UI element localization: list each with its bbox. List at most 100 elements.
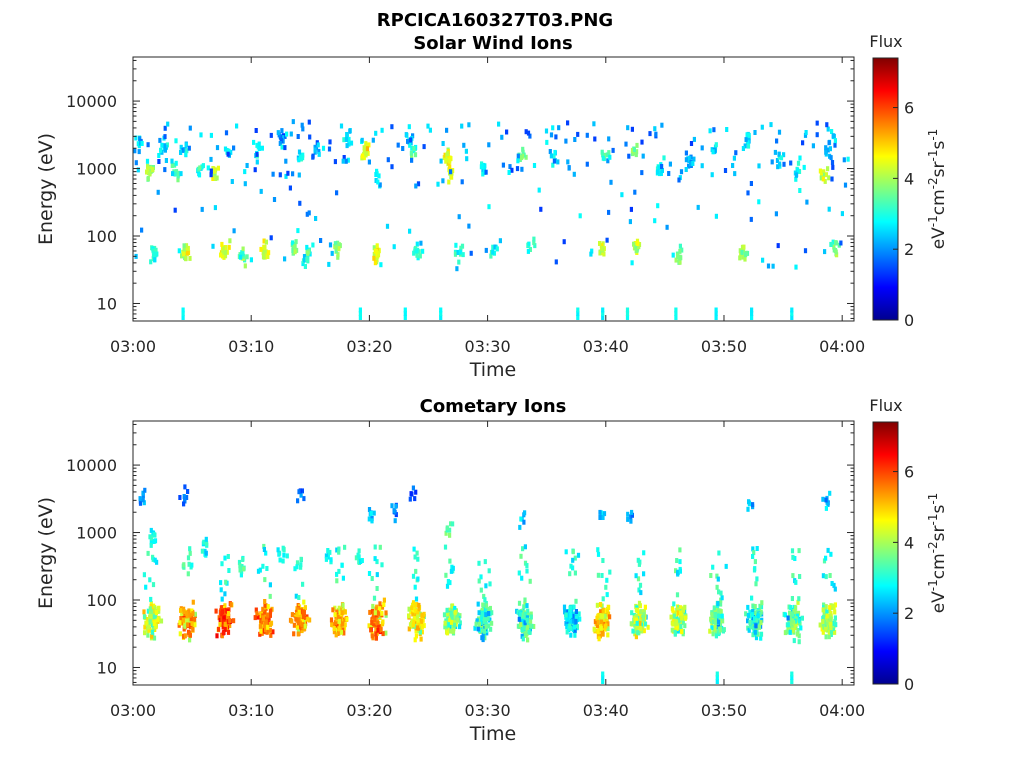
heatmap-cell (226, 616, 230, 622)
heatmap-cell (305, 211, 309, 217)
heatmap-cell (302, 254, 307, 259)
heatmap-cell (830, 160, 835, 165)
heatmap-cell (674, 315, 678, 320)
heatmap-cell (696, 204, 700, 210)
heatmap-cell (327, 261, 331, 267)
heatmap-cell (408, 622, 413, 628)
heatmap-cell (448, 607, 452, 613)
heatmap-cell (215, 145, 220, 151)
heatmap-cell (150, 609, 154, 615)
heatmap-cell (714, 307, 718, 313)
heatmap-cell (447, 622, 451, 628)
heatmap-cell (556, 159, 560, 165)
heatmap-cell (480, 611, 484, 617)
heatmap-cell (220, 596, 224, 602)
heatmap-cell (669, 614, 673, 620)
heatmap-cell (416, 614, 420, 620)
heatmap-cell (221, 630, 225, 636)
heatmap-cell (443, 623, 447, 629)
heatmap-cell (242, 566, 246, 572)
heatmap-cell (328, 139, 332, 145)
heatmap-cell (822, 169, 826, 175)
y-tick-label: 10000 (66, 92, 117, 111)
heatmap-cell (710, 625, 714, 631)
heatmap-cell (770, 159, 774, 165)
heatmap-cell (297, 172, 301, 178)
heatmap-cell (214, 608, 218, 614)
heatmap-cell (803, 248, 808, 254)
heatmap-cell (572, 618, 576, 624)
heatmap-cell (181, 311, 185, 316)
x-tick-label: 03:40 (583, 337, 629, 356)
heatmap-cell (680, 247, 684, 253)
heatmap-cell (306, 253, 310, 259)
heatmap-cell (518, 524, 522, 530)
heatmap-cell (257, 141, 261, 147)
heatmap-cell (171, 171, 175, 177)
heatmap-cell (500, 134, 504, 140)
heatmap-cell (335, 578, 339, 584)
heatmap-cell (343, 609, 347, 615)
heatmap-cell (601, 515, 605, 520)
heatmap-cell (414, 245, 418, 251)
heatmap-cell (152, 614, 156, 620)
heatmap-cell (295, 624, 299, 630)
heatmap-cell (297, 595, 301, 600)
heatmap-cell (713, 613, 717, 619)
heatmap-cell (790, 307, 794, 313)
heatmap-cell (349, 140, 354, 146)
heatmap-cell (552, 158, 556, 164)
heatmap-cell (182, 251, 186, 257)
heatmap-cell (830, 176, 834, 182)
heatmap-cell (562, 239, 566, 245)
heatmap-cell (464, 148, 468, 154)
heatmap-cell (416, 181, 421, 187)
heatmap-cell (283, 256, 287, 262)
heatmap-cell (184, 151, 188, 157)
heatmap-cell (441, 141, 445, 146)
heatmap-cell (629, 514, 633, 520)
panel-title-cometary: Cometary Ions (420, 396, 567, 417)
heatmap-cell (422, 144, 426, 150)
heatmap-cell (183, 496, 187, 502)
heatmap-cell (392, 508, 396, 514)
heatmap-cell (411, 622, 415, 628)
x-tick-label: 04:00 (819, 337, 865, 356)
heatmap-cell (480, 607, 484, 613)
heatmap-cell (495, 246, 499, 252)
heatmap-cell (798, 621, 802, 627)
heatmap-cell (183, 484, 187, 490)
heatmap-cell (332, 626, 336, 631)
heatmap-cell (366, 150, 370, 156)
heatmap-cell (266, 624, 270, 630)
heatmap-cell (141, 497, 145, 503)
heatmap-cell (227, 568, 231, 573)
heatmap-cell (255, 142, 259, 148)
heatmap-cell (824, 616, 829, 622)
heatmap-cell (151, 582, 156, 588)
heatmap-cell (824, 172, 828, 178)
heatmap-cell (224, 579, 228, 585)
heatmap-cell (746, 139, 750, 145)
heatmap-cell (158, 137, 162, 143)
heatmap-cell (327, 146, 332, 152)
heatmap-cell (675, 558, 679, 563)
heatmap-cell (347, 136, 351, 142)
heatmap-cell (148, 619, 152, 625)
heatmap-cell (759, 620, 763, 626)
heatmap-cell (258, 624, 262, 630)
heatmap-cell (294, 239, 298, 245)
heatmap-cell (426, 123, 430, 129)
heatmap-cell (382, 602, 386, 607)
heatmap-cell (786, 615, 790, 621)
heatmap-cell (750, 311, 754, 316)
heatmap-cell (193, 622, 197, 628)
heatmap-cell (321, 145, 326, 151)
heatmap-cell (829, 616, 833, 622)
heatmap-cell (674, 616, 678, 622)
cb-unit-s: s (929, 505, 949, 514)
heatmap-cell (336, 240, 340, 246)
heatmap-cell (684, 157, 688, 163)
heatmap-cell (678, 248, 682, 254)
heatmap-cell (188, 632, 192, 638)
